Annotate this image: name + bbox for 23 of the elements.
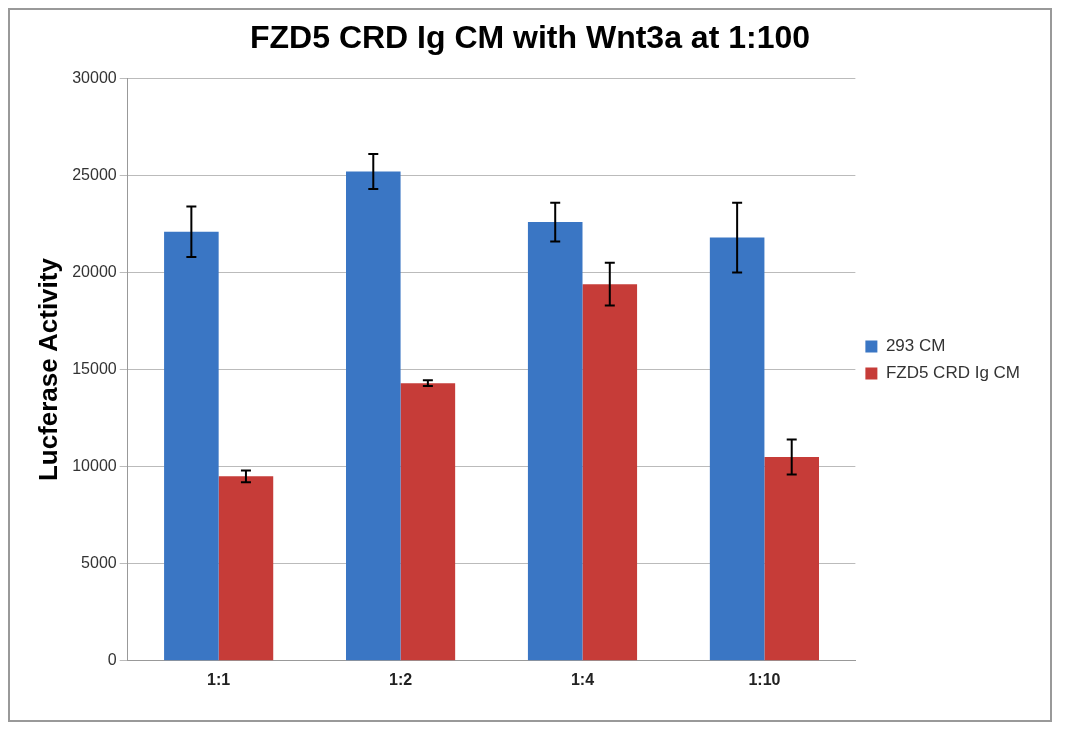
y-tick-label: 20000 [72,262,117,280]
y-tick-label: 10000 [72,457,117,475]
y-tick-label: 15000 [72,360,117,378]
x-tick-label: 1:10 [748,670,781,688]
y-tick-label: 5000 [81,554,117,572]
y-tick-label: 25000 [72,165,117,183]
bar [709,237,765,661]
bar [582,284,638,661]
y-tick-label: 30000 [72,68,117,86]
bar [346,171,401,661]
chart-title: FZD5 CRD Ig CM with Wnt3a at 1:100 [249,19,811,56]
bar [527,222,583,661]
bar [764,456,819,661]
x-tick-label: 1:4 [570,670,595,688]
legend-label: FZD5 CRD Ig CM [885,363,1021,383]
x-tick-label: 1:1 [207,670,231,688]
legend-label: 293 CM [885,336,946,356]
bar [400,383,456,661]
y-axis-title: Lucferase Activity [32,257,63,482]
y-tick-label: 0 [107,651,117,669]
bar [218,476,274,661]
x-tick-label: 1:2 [389,670,413,688]
bar [164,231,219,661]
